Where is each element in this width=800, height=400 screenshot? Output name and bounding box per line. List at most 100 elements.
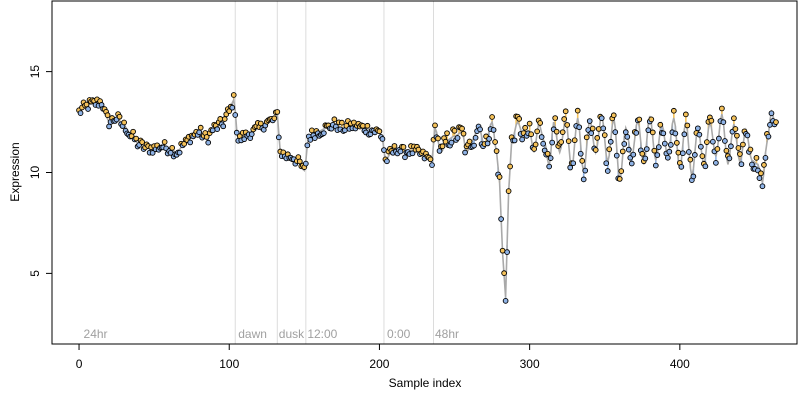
data-point <box>610 112 617 119</box>
data-point <box>652 162 659 169</box>
data-point <box>773 119 779 125</box>
data-point <box>723 147 730 154</box>
data-point <box>402 154 408 161</box>
data-point <box>630 151 637 158</box>
data-point <box>257 120 264 127</box>
data-point <box>501 270 507 277</box>
x-tick-label: 200 <box>369 357 389 371</box>
data-point <box>493 148 500 154</box>
data-point <box>619 148 626 155</box>
data-point <box>738 161 745 168</box>
data-point <box>400 144 407 150</box>
data-point <box>532 141 539 148</box>
data-point <box>768 110 775 117</box>
data-point <box>444 130 450 137</box>
data-point <box>660 130 667 137</box>
data-point <box>604 168 611 174</box>
smoothed-series <box>78 97 777 298</box>
time-annotation: dawn <box>238 327 267 341</box>
data-point <box>649 129 656 136</box>
data-point <box>713 159 719 166</box>
data-point <box>710 138 716 145</box>
data-point <box>77 110 84 116</box>
data-point <box>762 155 769 161</box>
data-point <box>589 125 596 132</box>
data-point <box>679 150 686 157</box>
data-point <box>462 149 468 156</box>
data-points <box>76 92 779 304</box>
data-point <box>397 148 404 155</box>
smooth-line <box>78 97 777 298</box>
data-point <box>708 117 715 124</box>
time-annotation: 24hr <box>84 327 108 341</box>
data-point <box>203 134 210 140</box>
data-point <box>248 131 255 138</box>
data-point <box>603 160 610 167</box>
data-point <box>728 143 734 150</box>
data-point <box>633 130 640 136</box>
data-point <box>683 111 689 118</box>
data-point <box>448 139 455 146</box>
data-point <box>636 116 643 123</box>
data-point <box>672 130 679 137</box>
time-annotation: 48hr <box>435 327 459 341</box>
plot-frame <box>51 0 798 345</box>
data-point <box>85 106 91 112</box>
data-point <box>321 130 327 137</box>
data-point <box>274 109 281 115</box>
data-point <box>686 149 692 155</box>
data-point <box>654 152 661 158</box>
y-axis: 5 10 15 <box>28 65 53 277</box>
data-point <box>594 135 601 141</box>
data-point <box>376 128 383 135</box>
data-point <box>732 126 739 132</box>
data-point <box>624 134 631 140</box>
data-point <box>758 170 764 177</box>
x-tick-label: 0 <box>76 357 83 371</box>
data-point <box>564 122 571 128</box>
data-point <box>664 154 671 161</box>
data-point <box>427 156 434 163</box>
data-point <box>570 160 577 167</box>
data-point <box>607 138 614 145</box>
data-point <box>409 150 416 157</box>
data-point <box>516 115 522 122</box>
data-point <box>765 133 772 140</box>
data-point <box>698 143 704 150</box>
data-point <box>558 139 565 145</box>
data-point <box>734 132 740 139</box>
data-point <box>271 115 278 122</box>
data-point <box>432 122 438 129</box>
data-point <box>598 115 605 122</box>
data-point <box>302 160 309 167</box>
x-tick-label: 400 <box>670 357 690 371</box>
data-point <box>761 162 767 168</box>
data-point <box>561 116 568 122</box>
data-point <box>670 107 677 114</box>
data-point <box>553 128 560 135</box>
data-point <box>642 155 649 162</box>
data-point <box>645 127 652 134</box>
data-point <box>565 138 572 145</box>
time-annotation: dusk <box>279 327 305 341</box>
data-point <box>486 136 492 142</box>
data-point <box>582 167 589 174</box>
data-point <box>735 145 742 151</box>
data-point <box>675 149 682 156</box>
data-point <box>209 127 216 134</box>
data-point <box>722 138 728 144</box>
data-point <box>233 129 240 136</box>
data-point <box>230 92 237 98</box>
data-point <box>586 118 593 124</box>
data-point <box>651 147 658 154</box>
data-point <box>592 147 599 153</box>
data-point <box>528 131 534 138</box>
data-point <box>601 132 608 138</box>
data-point <box>579 158 586 164</box>
data-point <box>537 120 544 126</box>
data-point <box>214 126 221 132</box>
data-point <box>489 114 495 120</box>
data-point <box>657 121 664 128</box>
y-tick-label: 10 <box>28 166 42 180</box>
data-point <box>439 143 446 150</box>
